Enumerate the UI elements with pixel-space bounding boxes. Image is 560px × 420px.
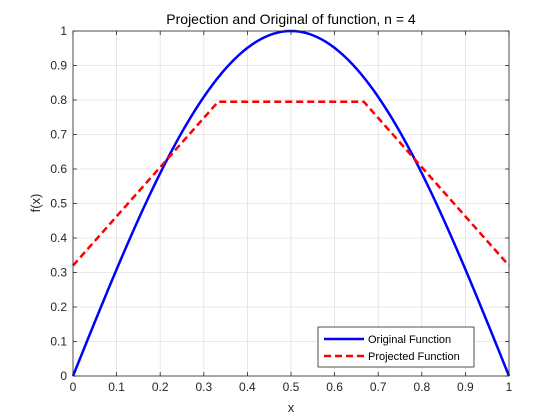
- legend-box: [317, 326, 475, 368]
- y-tick-label: 0.8: [50, 93, 67, 107]
- y-tick-label: 0.9: [50, 59, 67, 73]
- x-tick-label: 0.6: [326, 380, 343, 394]
- legend-label-original: Original Function: [368, 334, 451, 346]
- projected-function-line: [72, 100, 510, 267]
- x-tick-label: 0.9: [457, 380, 474, 394]
- x-tick-label: 0.2: [152, 380, 169, 394]
- y-tick-label: 0.3: [50, 266, 67, 280]
- y-tick-label: 0.6: [50, 162, 67, 176]
- y-tick-label: 0.2: [50, 300, 67, 314]
- y-tick-label: 0: [60, 369, 67, 383]
- x-tick-label: 0.1: [108, 380, 125, 394]
- y-tick-label: 0.1: [50, 335, 67, 349]
- y-tick-label: 0.5: [50, 197, 67, 211]
- chart-title: Projection and Original of function, n =…: [166, 11, 416, 27]
- y-axis-title: f(x): [28, 194, 43, 213]
- x-tick-label: 0.7: [370, 380, 387, 394]
- x-tick-label: 0.4: [239, 380, 256, 394]
- x-tick-label: 1: [506, 380, 513, 394]
- ticks: 0 0.1 0.2 0.3 0.4 0.5 0.6 0.7 0.8 0.9 1 0 0.1 0.2 0.3 0…: [50, 24, 512, 394]
- legend: Original Function Projected Function: [317, 326, 475, 368]
- y-tick-label: 0.7: [50, 128, 67, 142]
- x-tick-label: 0: [70, 380, 77, 394]
- x-tick-label: 0.5: [283, 380, 300, 394]
- x-axis-title: x: [288, 400, 295, 415]
- y-tick-label: 0.4: [50, 231, 67, 245]
- y-tick-label: 1: [60, 24, 67, 38]
- x-tick-label: 0.3: [195, 380, 212, 394]
- legend-label-projected: Projected Function: [368, 351, 460, 363]
- x-tick-label: 0.8: [413, 380, 430, 394]
